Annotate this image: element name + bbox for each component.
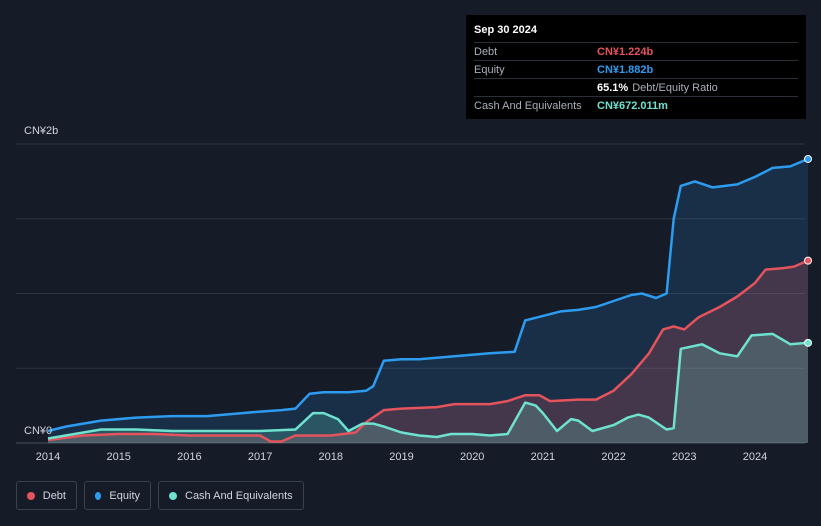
y-tick-label: CN¥0 bbox=[24, 425, 52, 437]
x-tick-label: 2021 bbox=[531, 451, 555, 463]
series-areas bbox=[48, 158, 808, 443]
equity-dot-icon bbox=[95, 491, 102, 500]
x-tick-label: 2024 bbox=[743, 451, 767, 463]
debt-line bbox=[47, 259, 809, 443]
tooltip-row-ratio: 65.1% Debt/Equity Ratio bbox=[474, 78, 798, 96]
x-tick-label: 2023 bbox=[672, 451, 696, 463]
equity-line bbox=[47, 157, 809, 433]
tooltip-ratio-caption: Debt/Equity Ratio bbox=[632, 81, 718, 94]
cash-and-equivalents-end-marker bbox=[804, 338, 813, 347]
series-end-markers bbox=[804, 154, 813, 347]
x-tick-label: 2018 bbox=[319, 451, 343, 463]
legend-label: Cash And Equivalents bbox=[185, 489, 293, 502]
tooltip-label: Equity bbox=[474, 63, 505, 76]
x-tick-label: 2020 bbox=[460, 451, 484, 463]
equity-end-marker bbox=[804, 154, 813, 163]
x-tick-label: 2022 bbox=[601, 451, 625, 463]
tooltip-row-debt: Debt CN¥1.224b bbox=[474, 42, 798, 60]
debt-area bbox=[48, 260, 808, 443]
x-tick-label: 2015 bbox=[106, 451, 130, 463]
equity-area bbox=[48, 158, 808, 443]
tooltip-value: CN¥1.882b bbox=[597, 63, 654, 76]
cash-and-equivalents-area bbox=[48, 333, 808, 443]
hover-tooltip: Sep 30 2024 Debt CN¥1.224b Equity CN¥1.8… bbox=[466, 15, 806, 119]
x-tick-label: 2017 bbox=[248, 451, 272, 463]
y-tick-label: CN¥2b bbox=[24, 125, 58, 137]
cash-dot-icon bbox=[169, 491, 177, 500]
cash-and-equivalents-line bbox=[47, 332, 809, 440]
x-axis: 2014 2015 2016 2017 2018 2019 2020 2021 2022 2023… bbox=[36, 451, 767, 463]
legend-label: Equity bbox=[109, 489, 140, 502]
tooltip-value: CN¥1.224b bbox=[597, 45, 654, 58]
tooltip-row-equity: Equity CN¥1.882b bbox=[474, 60, 798, 78]
tooltip-row-cash: Cash And Equivalents CN¥672.011m bbox=[474, 96, 798, 114]
x-tick-label: 2014 bbox=[36, 451, 60, 463]
legend-item-cash[interactable]: Cash And Equivalents bbox=[158, 481, 304, 510]
x-tick-label: 2019 bbox=[389, 451, 413, 463]
tooltip-label: Debt bbox=[474, 45, 498, 58]
legend-item-equity[interactable]: Equity bbox=[84, 481, 151, 510]
tooltip-label: Cash And Equivalents bbox=[474, 99, 582, 112]
tooltip-date: Sep 30 2024 bbox=[474, 24, 537, 36]
legend-item-debt[interactable]: Debt bbox=[16, 481, 77, 510]
debt-dot-icon bbox=[27, 491, 35, 500]
series-lines bbox=[47, 157, 809, 443]
tooltip-value: 65.1% bbox=[597, 81, 629, 94]
y-axis: CN¥2b CN¥0 bbox=[24, 125, 58, 437]
tooltip-value: CN¥672.011m bbox=[597, 99, 668, 112]
legend-label: Debt bbox=[42, 489, 66, 502]
debt-end-marker bbox=[804, 256, 813, 265]
x-tick-label: 2016 bbox=[177, 451, 201, 463]
